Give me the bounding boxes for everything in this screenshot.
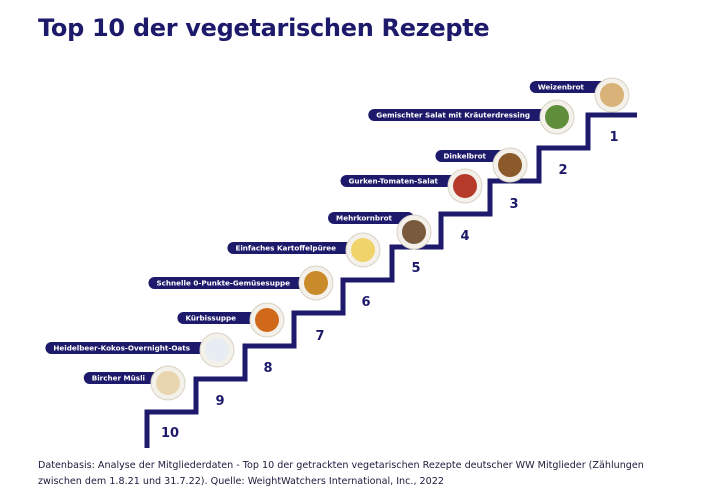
rank-number: 2: [558, 163, 567, 178]
item-label: Schnelle 0-Punkte-Gemüsesuppe: [156, 279, 290, 288]
item-label: Mehrkornbrot: [336, 214, 393, 223]
rank-number: 8: [263, 361, 272, 376]
food: [304, 271, 328, 295]
food: [402, 220, 426, 244]
item-label: Gurken-Tomaten-Salat: [349, 177, 439, 186]
item-label: Dinkelbrot: [443, 152, 486, 161]
title: Top 10 der vegetarischen Rezepte: [38, 14, 490, 42]
food: [351, 238, 375, 262]
footnote: Datenbasis: Analyse der Mitgliederdaten …: [38, 460, 644, 487]
label-pill: [368, 109, 557, 121]
label-pill: [45, 342, 217, 354]
food: [205, 338, 229, 362]
label-pill: [328, 212, 414, 224]
rank-number: 9: [215, 394, 224, 409]
item-label: Einfaches Kartoffelpüree: [235, 244, 336, 253]
item-label: Heidelbeer-Kokos-Overnight-Oats: [53, 344, 190, 353]
label-pill: [83, 372, 168, 384]
rank-number: 10: [161, 426, 179, 441]
label-pill: [435, 150, 510, 162]
item-label: Gemischter Salat mit Kräuterdressing: [376, 111, 530, 120]
rank-number: 6: [361, 295, 370, 310]
item-label: Weizenbrot: [538, 83, 585, 92]
label-pill: [529, 81, 612, 93]
food: [498, 153, 522, 177]
item-label: Kürbissuppe: [185, 314, 236, 323]
food: [453, 174, 477, 198]
stairs: [144, 112, 637, 448]
item-label: Bircher Müsli: [92, 374, 145, 383]
rank-number: 7: [315, 329, 324, 344]
label-pill: [227, 242, 363, 254]
label-pill: [148, 277, 316, 289]
rank-number: 1: [609, 130, 618, 145]
food: [156, 371, 180, 395]
rank-number: 4: [460, 229, 469, 244]
rank-number: 3: [509, 197, 518, 212]
food: [545, 105, 569, 129]
label-pill: [340, 175, 465, 187]
label-pill: [177, 312, 267, 324]
rank-number: 5: [411, 261, 420, 276]
food: [600, 83, 624, 107]
food: [255, 308, 279, 332]
